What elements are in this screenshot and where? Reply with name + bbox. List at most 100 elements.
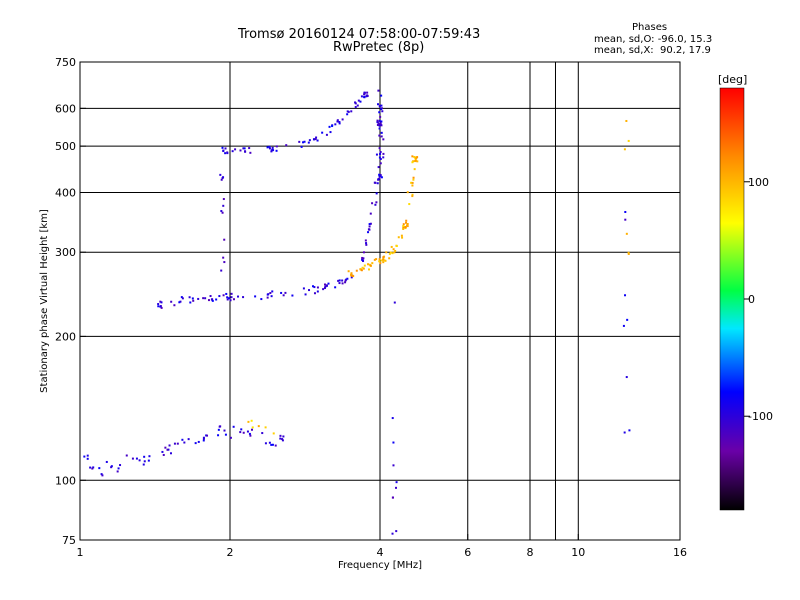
echo-point: [217, 434, 220, 437]
echo-point: [406, 222, 409, 225]
echo-point: [412, 176, 415, 179]
echo-point: [350, 274, 353, 277]
echo-point: [376, 119, 379, 122]
echo-point: [264, 426, 267, 429]
echo-point: [226, 296, 229, 299]
echo-point: [264, 442, 267, 445]
echo-point: [400, 234, 403, 237]
echo-point: [215, 298, 218, 301]
echo-point: [316, 139, 319, 142]
echo-point: [624, 218, 627, 221]
echo-point: [350, 276, 353, 279]
echo-point: [218, 425, 221, 428]
echo-point: [270, 295, 273, 298]
echo-point: [325, 133, 328, 136]
echo-point: [176, 442, 179, 445]
echo-point: [192, 299, 195, 302]
echo-point: [222, 150, 225, 153]
echo-point: [411, 161, 414, 164]
echo-point: [391, 496, 394, 499]
echo-point: [365, 242, 368, 245]
echo-point: [230, 292, 233, 295]
echo-point: [368, 228, 371, 231]
grid-lines: [80, 62, 680, 540]
echo-point: [382, 152, 385, 155]
echo-point: [226, 152, 229, 155]
echo-point: [402, 226, 405, 229]
echo-point: [625, 232, 628, 235]
echo-point: [375, 153, 378, 156]
echo-point: [395, 486, 398, 489]
echo-point: [402, 225, 405, 228]
echo-point: [162, 453, 165, 456]
echo-point: [379, 262, 382, 265]
echo-point: [379, 173, 382, 176]
echo-point: [359, 268, 362, 271]
echo-point: [380, 259, 383, 262]
stats-x-mode: mean, sd,X: 90.2, 17.9: [594, 45, 711, 56]
echo-point: [346, 277, 349, 280]
echo-point: [271, 290, 274, 293]
echo-point: [623, 148, 626, 151]
echo-point: [308, 289, 311, 292]
echo-point: [379, 151, 382, 154]
echo-point: [181, 438, 184, 441]
echo-point: [363, 92, 366, 95]
echo-point: [401, 236, 404, 239]
echo-point: [411, 195, 414, 198]
echo-point: [627, 252, 630, 255]
echo-point: [378, 260, 381, 263]
echo-point: [402, 227, 405, 230]
echo-point: [119, 464, 122, 467]
echo-point: [382, 258, 385, 261]
stats-title: Phases: [632, 22, 668, 33]
echo-point: [159, 305, 162, 308]
echo-point: [169, 452, 172, 455]
echo-point: [375, 258, 378, 261]
echo-point: [389, 251, 392, 254]
echo-point: [341, 279, 344, 282]
colorbar-tick-label: 0: [748, 293, 755, 306]
echo-point: [312, 138, 315, 141]
echo-point: [379, 115, 382, 118]
echo-point: [360, 95, 363, 98]
echo-point: [376, 182, 379, 185]
x-tick-label: 16: [673, 546, 687, 559]
echo-point: [385, 251, 388, 254]
echo-point: [328, 125, 331, 128]
echo-point: [222, 176, 225, 179]
echo-point: [375, 192, 378, 195]
echo-point: [357, 99, 360, 102]
echo-point: [166, 448, 169, 451]
echo-point: [157, 305, 160, 308]
echo-point: [210, 298, 213, 301]
echo-point: [222, 294, 225, 297]
echo-point: [366, 91, 369, 94]
echo-point: [380, 176, 383, 179]
echo-point: [311, 285, 314, 288]
echo-point: [413, 168, 416, 171]
echo-point: [411, 155, 414, 158]
echo-point: [377, 103, 380, 106]
echo-point: [371, 202, 374, 205]
x-tick-label: 1: [77, 546, 84, 559]
echo-point: [369, 212, 372, 215]
echo-point: [304, 293, 307, 296]
echo-point: [388, 252, 391, 255]
echo-point: [220, 269, 223, 272]
echo-point: [202, 297, 205, 300]
echo-point: [382, 257, 385, 260]
echo-point: [379, 162, 382, 165]
echo-point: [384, 259, 387, 262]
echo-point: [410, 181, 413, 184]
echo-point: [275, 145, 278, 148]
echo-point: [207, 299, 210, 302]
stats-o-mode: mean, sd,O: -96.0, 15.3: [594, 34, 713, 45]
echo-point: [375, 201, 378, 204]
echo-point: [622, 324, 625, 327]
echo-point: [248, 147, 251, 150]
echo-point: [379, 122, 382, 125]
echo-point: [354, 106, 357, 109]
echo-point: [379, 175, 382, 178]
